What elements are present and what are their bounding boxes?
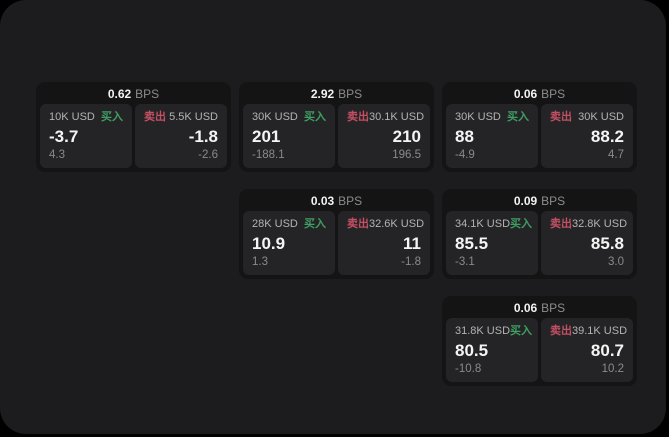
sell-label: 卖出 <box>347 111 369 123</box>
buy-label: 买入 <box>507 111 529 123</box>
bps-unit-label: BPS <box>338 194 363 208</box>
buy-price-value: 10.9 <box>252 233 286 253</box>
buy-price-value: -3.7 <box>49 126 79 146</box>
buy-change-value: -10.8 <box>455 363 482 375</box>
sell-price-value: -1.8 <box>188 126 218 146</box>
bps-value: 0.06 <box>513 301 538 315</box>
sell-size-label: 32.8K USD <box>572 218 628 230</box>
sell-change-value: 196.5 <box>392 149 421 161</box>
bps-header: 2.92 BPS <box>243 85 430 104</box>
quote-card: 0.03 BPS 28K USD 买入 10.9 1.3 卖出 32.6K USD… <box>239 189 434 279</box>
sell-size-label: 32.6K USD <box>369 218 425 230</box>
buy-change-value: -188.1 <box>252 149 285 161</box>
bps-unit-label: BPS <box>541 194 566 208</box>
sell-pane[interactable]: 卖出 39.1K USD 80.7 10.2 <box>541 318 633 382</box>
sell-size-label: 30K USD <box>578 111 624 123</box>
buy-pane[interactable]: 31.8K USD 买入 80.5 -10.8 <box>446 318 538 382</box>
bps-value: 0.09 <box>513 194 538 208</box>
buy-price-value: 85.5 <box>455 233 489 253</box>
buy-pane[interactable]: 34.1K USD 买入 85.5 -3.1 <box>446 211 538 275</box>
buy-size-label: 34.1K USD <box>455 218 511 230</box>
buy-size-label: 10K USD <box>49 111 95 123</box>
sell-label: 卖出 <box>550 325 572 337</box>
buy-size-label: 28K USD <box>252 218 298 230</box>
sell-change-value: -1.8 <box>401 256 421 268</box>
buy-price-value: 88 <box>455 126 474 146</box>
sell-change-value: 3.0 <box>608 256 624 268</box>
bps-header: 0.06 BPS <box>446 299 633 318</box>
quote-card: 2.92 BPS 30K USD 买入 201 -188.1 卖出 30.1K U… <box>239 82 434 172</box>
bps-unit-label: BPS <box>541 87 566 101</box>
sell-label: 卖出 <box>144 111 166 123</box>
quote-card: 0.06 BPS 30K USD 买入 88 -4.9 卖出 30K USD 88… <box>442 82 637 172</box>
sell-change-value: 4.7 <box>608 149 624 161</box>
buy-label: 买入 <box>304 111 326 123</box>
bps-value: 0.03 <box>310 194 335 208</box>
buy-change-value: 1.3 <box>252 256 268 268</box>
buy-size-label: 30K USD <box>252 111 298 123</box>
buy-change-value: -4.9 <box>455 149 475 161</box>
sell-pane[interactable]: 卖出 32.6K USD 11 -1.8 <box>338 211 430 275</box>
buy-pane[interactable]: 30K USD 买入 201 -188.1 <box>243 104 335 168</box>
bps-value: 0.06 <box>513 87 538 101</box>
bps-value: 0.62 <box>107 87 132 101</box>
sell-change-value: 10.2 <box>601 363 624 375</box>
buy-price-value: 201 <box>252 126 281 146</box>
sell-pane[interactable]: 卖出 30K USD 88.2 4.7 <box>541 104 633 168</box>
buy-label: 买入 <box>101 111 123 123</box>
bps-header: 0.03 BPS <box>243 192 430 211</box>
bps-header: 0.62 BPS <box>40 85 227 104</box>
buy-pane[interactable]: 30K USD 买入 88 -4.9 <box>446 104 538 168</box>
sell-price-value: 210 <box>392 126 421 146</box>
sell-pane[interactable]: 卖出 32.8K USD 85.8 3.0 <box>541 211 633 275</box>
sell-pane[interactable]: 卖出 30.1K USD 210 196.5 <box>338 104 430 168</box>
buy-pane[interactable]: 28K USD 买入 10.9 1.3 <box>243 211 335 275</box>
quote-card: 0.62 BPS 10K USD 买入 -3.7 4.3 卖出 5.5K USD … <box>36 82 231 172</box>
bps-unit-label: BPS <box>135 87 160 101</box>
buy-pane[interactable]: 10K USD 买入 -3.7 4.3 <box>40 104 132 168</box>
bps-header: 0.06 BPS <box>446 85 633 104</box>
quote-card-grid: 0.62 BPS 10K USD 买入 -3.7 4.3 卖出 5.5K USD … <box>36 82 637 386</box>
sell-label: 卖出 <box>550 218 572 230</box>
sell-change-value: -2.6 <box>198 149 218 161</box>
sell-label: 卖出 <box>550 111 572 123</box>
sell-size-label: 39.1K USD <box>572 325 628 337</box>
quote-card: 0.09 BPS 34.1K USD 买入 85.5 -3.1 卖出 32.8K … <box>442 189 637 279</box>
sell-price-value: 80.7 <box>590 340 624 360</box>
buy-label: 买入 <box>510 218 533 230</box>
bps-value: 2.92 <box>310 87 335 101</box>
bps-header: 0.09 BPS <box>446 192 633 211</box>
sell-label: 卖出 <box>347 218 369 230</box>
bps-unit-label: BPS <box>338 87 363 101</box>
sell-pane[interactable]: 卖出 5.5K USD -1.8 -2.6 <box>135 104 227 168</box>
sell-price-value: 85.8 <box>590 233 624 253</box>
buy-price-value: 80.5 <box>455 340 489 360</box>
sell-price-value: 88.2 <box>590 126 624 146</box>
buy-change-value: -3.1 <box>455 256 475 268</box>
buy-change-value: 4.3 <box>49 149 65 161</box>
buy-size-label: 30K USD <box>455 111 501 123</box>
sell-size-label: 30.1K USD <box>369 111 425 123</box>
sell-price-value: 11 <box>403 233 421 253</box>
sell-size-label: 5.5K USD <box>169 111 218 123</box>
buy-size-label: 31.8K USD <box>455 325 511 337</box>
bps-unit-label: BPS <box>541 301 566 315</box>
buy-label: 买入 <box>304 218 326 230</box>
quote-card: 0.06 BPS 31.8K USD 买入 80.5 -10.8 卖出 39.1K… <box>442 296 637 386</box>
buy-label: 买入 <box>510 325 533 337</box>
